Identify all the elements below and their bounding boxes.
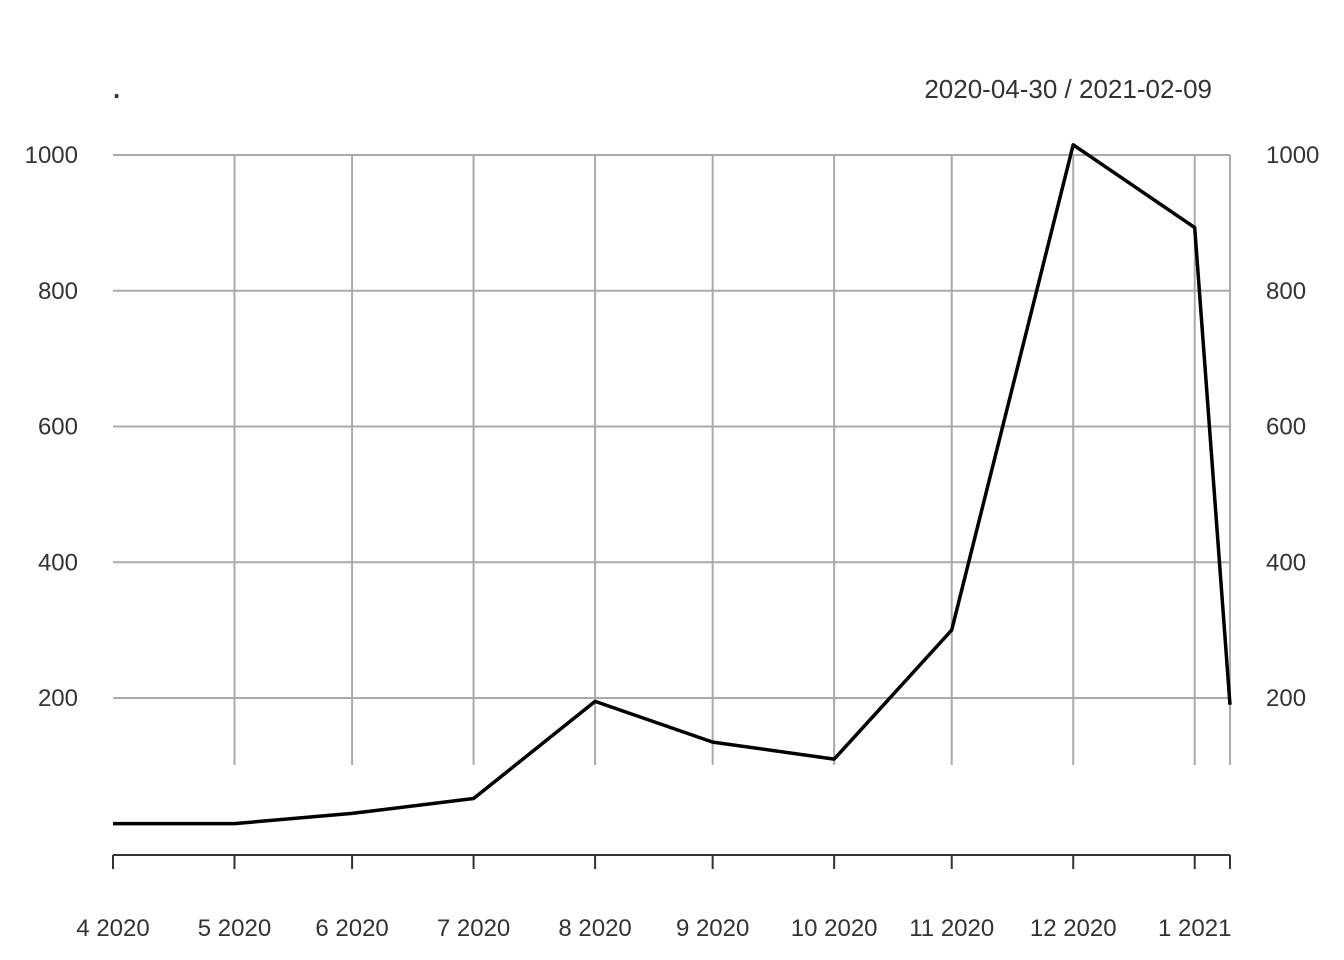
x-tick-label-9: 1 2021 [1158, 915, 1231, 942]
x-tick-label-6: 10 2020 [791, 915, 878, 942]
x-tick-label-7: 11 2020 [909, 915, 994, 942]
y-axis-labels: 200 200 400 400 600 600 800 800 1000 1000 [25, 142, 1320, 712]
x-tick-label-4: 8 2020 [558, 915, 631, 942]
y-tick-label-left-1000: 1000 [25, 142, 78, 169]
y-tick-label-right-800: 800 [1266, 278, 1306, 305]
y-tick-label-right-600: 600 [1266, 414, 1306, 441]
x-tick-label-1: 5 2020 [198, 915, 271, 942]
x-tick-label-8: 12 2020 [1030, 915, 1117, 942]
x-tick-label-3: 7 2020 [437, 915, 510, 942]
x-tick-label-0: 4 2020 [76, 915, 149, 942]
series-line-0 [113, 143, 1232, 826]
y-tick-label-left-600: 600 [38, 414, 78, 441]
y-tick-label-right-400: 400 [1266, 549, 1306, 576]
chart-title: . [113, 74, 120, 104]
date-range-label: 2020-04-30 / 2021-02-09 [924, 74, 1212, 104]
y-tick-label-right-1000: 1000 [1266, 142, 1319, 169]
grid [113, 154, 1231, 765]
x-tick-label-2: 6 2020 [315, 915, 388, 942]
y-tick-label-left-200: 200 [38, 685, 78, 712]
y-tick-label-right-200: 200 [1266, 685, 1306, 712]
y-tick-label-left-800: 800 [38, 278, 78, 305]
x-tick-label-5: 9 2020 [676, 915, 749, 942]
series-layer [113, 143, 1232, 826]
x-axis: 4 2020 5 2020 6 2020 7 2020 8 2020 9 2020 10 2… [76, 854, 1231, 942]
y-tick-label-left-400: 400 [38, 549, 78, 576]
